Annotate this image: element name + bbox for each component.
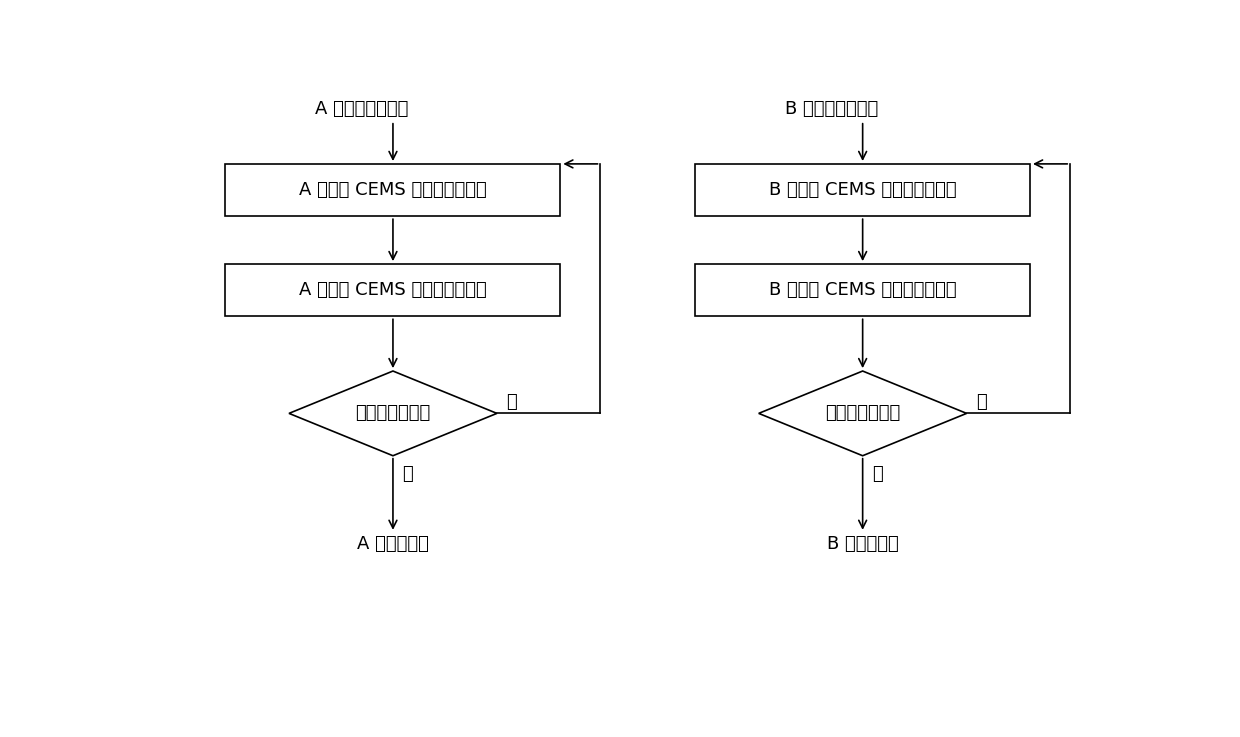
Text: A 側进口 CEMS 吹扫控制子程序: A 側进口 CEMS 吹扫控制子程序 — [299, 181, 487, 199]
Text: B 側停止吹扫: B 側停止吹扫 — [827, 535, 899, 553]
Text: 否: 否 — [402, 465, 413, 483]
Text: B 側进口 CEMS 吹扫控制子程序: B 側进口 CEMS 吹扫控制子程序 — [769, 181, 956, 199]
Bar — [696, 164, 1030, 216]
Text: 是: 是 — [506, 393, 517, 411]
Text: A 側吹扫控制指令: A 側吹扫控制指令 — [315, 100, 409, 118]
Text: B 側出口 CEMS 吹扫控制子程序: B 側出口 CEMS 吹扫控制子程序 — [769, 282, 956, 299]
Text: A 側停止吹扫: A 側停止吹扫 — [357, 535, 429, 553]
Text: A 側出口 CEMS 吹扫控制子程序: A 側出口 CEMS 吹扫控制子程序 — [299, 282, 487, 299]
Text: 是否继续吹扫？: 是否继续吹扫？ — [825, 405, 900, 422]
Text: 是: 是 — [976, 393, 987, 411]
Text: B 側吹扫控制指令: B 側吹扫控制指令 — [785, 100, 878, 118]
Text: 是否继续吹扫？: 是否继续吹扫？ — [356, 405, 430, 422]
Text: 否: 否 — [872, 465, 883, 483]
Bar — [226, 164, 560, 216]
Bar — [696, 264, 1030, 316]
Polygon shape — [289, 371, 497, 455]
Bar — [226, 264, 560, 316]
Polygon shape — [759, 371, 967, 455]
